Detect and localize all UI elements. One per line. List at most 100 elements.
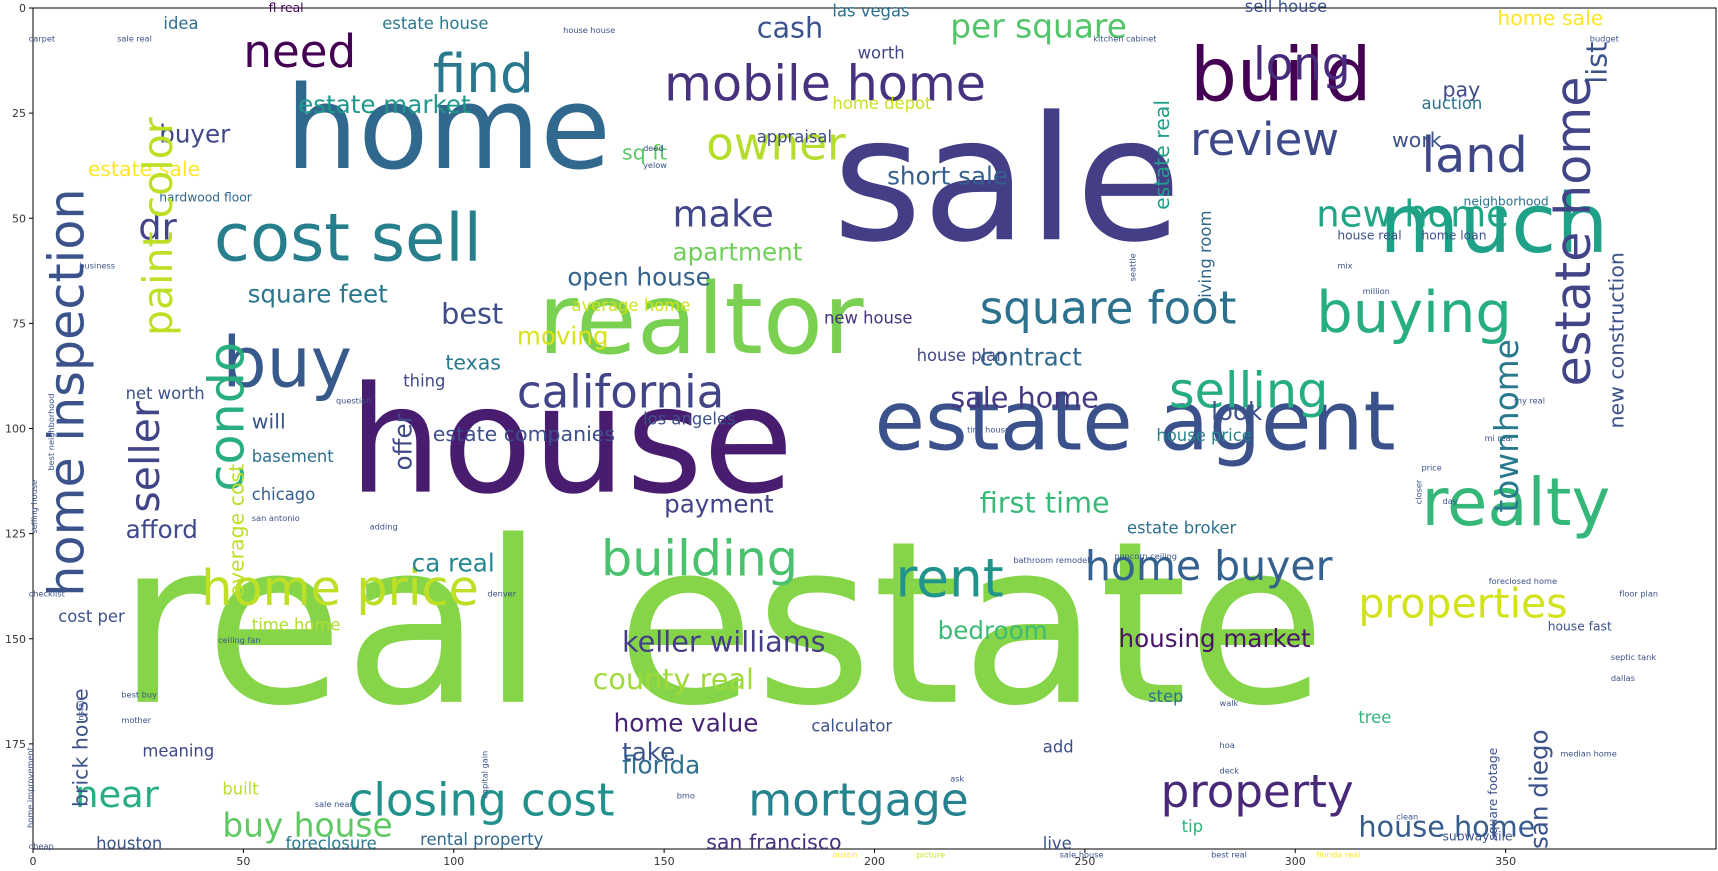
word-house-house: house house (563, 25, 615, 35)
word-house-home: house home (1358, 809, 1535, 843)
word-house-price: house price (1156, 426, 1251, 445)
word-dallas: dallas (1611, 673, 1635, 683)
word-house-fast: house fast (1548, 619, 1612, 633)
word-home: home (285, 62, 610, 196)
word-carpet: carpet (29, 34, 56, 44)
word-mobile-home: mobile home (664, 55, 986, 113)
word-auction: auction (1421, 94, 1482, 113)
word-calculator: calculator (811, 716, 892, 735)
word-seller: seller (121, 401, 169, 513)
word-housing-market: housing market (1119, 624, 1312, 653)
word-house-real: house real (1337, 228, 1401, 242)
word-build: build (1190, 33, 1371, 119)
word-price: price (1421, 463, 1441, 473)
word-budget: budget (1590, 34, 1620, 44)
word-selling-house: selling house (29, 480, 39, 534)
word-my-real: my real (1514, 395, 1545, 405)
word-las-vegas: las vegas (832, 1, 909, 20)
word-county-real: county real (593, 662, 754, 696)
word-square-footage: square footage (1486, 748, 1500, 841)
word-average-home: average home (572, 296, 691, 315)
word-sq-ft: sq ft (622, 140, 667, 164)
word-square-foot: square foot (980, 281, 1237, 334)
word-estate-real: estate real (1150, 100, 1174, 210)
word-estate-broker: estate broker (1127, 519, 1237, 538)
word-cash: cash (757, 10, 823, 44)
word-closer: closer (1413, 479, 1423, 504)
word-subway-tile: subway tile (1443, 830, 1513, 844)
word-rental-property: rental property (420, 830, 544, 849)
word-best-neighborhood: best neighborhood (46, 394, 56, 471)
word-payment: payment (664, 490, 774, 519)
x-tick-label: 300 (1285, 855, 1306, 868)
word-townhome: townhome (1488, 339, 1526, 513)
word-land: land (1421, 126, 1527, 184)
word-denver: denver (487, 589, 516, 599)
word-hardwood-floor: hardwood floor (159, 190, 253, 204)
word-day: day (1443, 496, 1458, 506)
word-capital-gain: capital gain (479, 751, 489, 799)
word-much: much (1379, 177, 1608, 272)
word-make: make (673, 193, 774, 236)
word-offer: offer (389, 412, 418, 470)
word-house: house (349, 355, 794, 527)
word-realty: realty (1421, 465, 1610, 541)
plot-area (32, 7, 1717, 850)
word-review: review (1190, 113, 1339, 166)
word-house-plan: house plan (917, 346, 1007, 365)
word-rent: rent (896, 548, 1004, 610)
word-home-value: home value (614, 708, 759, 737)
word-sale-house: sale house (1060, 849, 1104, 859)
word-living-room: living room (1196, 211, 1215, 303)
x-axis-ticks: 0 50 100 150 200 250 300 350 (30, 849, 1516, 868)
word-contract: contract (980, 342, 1083, 371)
y-tick-label: 75 (12, 317, 26, 330)
word-adding: adding (370, 521, 398, 531)
word-live: live (1043, 834, 1072, 853)
word-san-diego: san diego (1525, 729, 1554, 849)
word-take: take (622, 738, 675, 767)
word-california: california (517, 365, 724, 418)
word-real-estate: real estate (117, 494, 1326, 756)
word-texas: texas (445, 351, 501, 375)
word-dr: dr (138, 205, 177, 248)
word-thing: thing (403, 371, 445, 390)
word-seattle: seattle (1127, 253, 1137, 281)
word-paint-color: paint color (134, 117, 182, 336)
word-average-cost: average cost (224, 464, 248, 597)
word-austin: austin (832, 849, 857, 859)
y-tick-label: 25 (12, 107, 26, 120)
word-home-sale: home sale (1497, 6, 1603, 30)
y-tick-label: 50 (12, 212, 26, 225)
word-net-worth: net worth (126, 384, 205, 403)
word-properties: properties (1358, 580, 1567, 628)
word-apartment: apartment (673, 237, 803, 266)
word-chicago: chicago (252, 485, 315, 504)
word-need: need (243, 25, 356, 78)
word-cheap: cheap (29, 841, 54, 851)
word-sale: sale (832, 79, 1181, 280)
word-deck: deck (1220, 765, 1240, 775)
word-home-loan: home loan (1421, 228, 1486, 242)
word-home-buyer: home buyer (1085, 542, 1333, 590)
word-new-home: new home (1316, 193, 1509, 236)
word-mi-real: mi real (1485, 433, 1513, 443)
word-kitchen-cabinet: kitchen cabinet (1093, 34, 1157, 44)
word-sell-house: sell house (1245, 0, 1327, 16)
word-business: business (79, 261, 115, 271)
word-buying: buying (1316, 279, 1512, 346)
word-work: work (1392, 128, 1442, 152)
word-home-inspection: home inspection (37, 188, 95, 596)
word-checklist: checklist (29, 589, 66, 599)
x-tick-label: 200 (864, 855, 885, 868)
word-houston: houston (96, 834, 162, 853)
word-idea: idea (163, 14, 198, 33)
word-home-price: home price (201, 559, 479, 617)
word-per-square: per square (950, 7, 1127, 45)
word-tiny-house: tiny house (967, 425, 1010, 435)
word-septic-tank: septic tank (1611, 652, 1657, 662)
word-building: building (601, 530, 798, 588)
y-tick-label: 125 (5, 528, 26, 541)
word-ask: ask (950, 774, 964, 784)
x-tick-label: 350 (1495, 855, 1516, 868)
